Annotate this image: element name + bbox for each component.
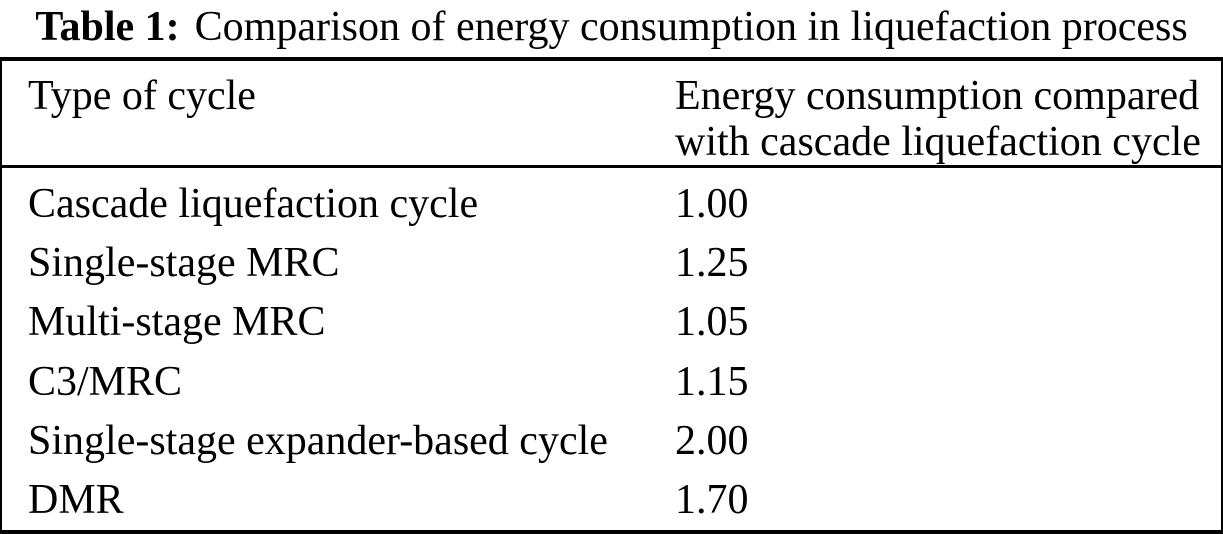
cell-cycle-type: Single-stage expander-based cycle [28,417,608,464]
table-row: Single-stage expander-based cycle 2.00 [2,411,1221,470]
column-header-type: Type of cycle [28,73,256,119]
table-row: Multi-stage MRC 1.05 [2,293,1221,352]
column-header-energy-line1: Energy consumption compared [675,73,1200,119]
table-body: Cascade liquefaction cycle 1.00 Single-s… [2,168,1221,530]
header-row: Type of cycle Energy consumption compare… [2,61,1221,168]
cell-cycle-type: C3/MRC [28,358,183,405]
table-row: Cascade liquefaction cycle 1.00 [2,174,1221,233]
caption-text: Comparison of energy consumption in liqu… [194,4,1188,50]
cell-energy-value: 1.70 [675,477,749,524]
table-row: Single-stage MRC 1.25 [2,233,1221,292]
table-row: C3/MRC 1.15 [2,352,1221,411]
cell-energy-value: 1.25 [675,239,749,286]
cell-cycle-type: Cascade liquefaction cycle [28,180,479,227]
cell-energy-value: 1.05 [675,299,749,346]
cell-cycle-type: Multi-stage MRC [28,299,326,346]
table-caption: Table 1: Comparison of energy consumptio… [0,2,1223,57]
data-table: Type of cycle Energy consumption compare… [0,57,1223,534]
cell-energy-value: 1.15 [675,358,749,405]
cell-energy-value: 1.00 [675,180,749,227]
cell-energy-value: 2.00 [675,417,749,464]
table-row: DMR 1.70 [2,471,1221,530]
column-header-energy: Energy consumption compared with cascade… [657,73,1221,165]
caption-label: Table 1: [35,4,180,50]
cell-cycle-type: DMR [28,477,124,524]
column-header-energy-line2: with cascade liquefaction cycle [675,119,1201,165]
cell-cycle-type: Single-stage MRC [28,239,340,286]
